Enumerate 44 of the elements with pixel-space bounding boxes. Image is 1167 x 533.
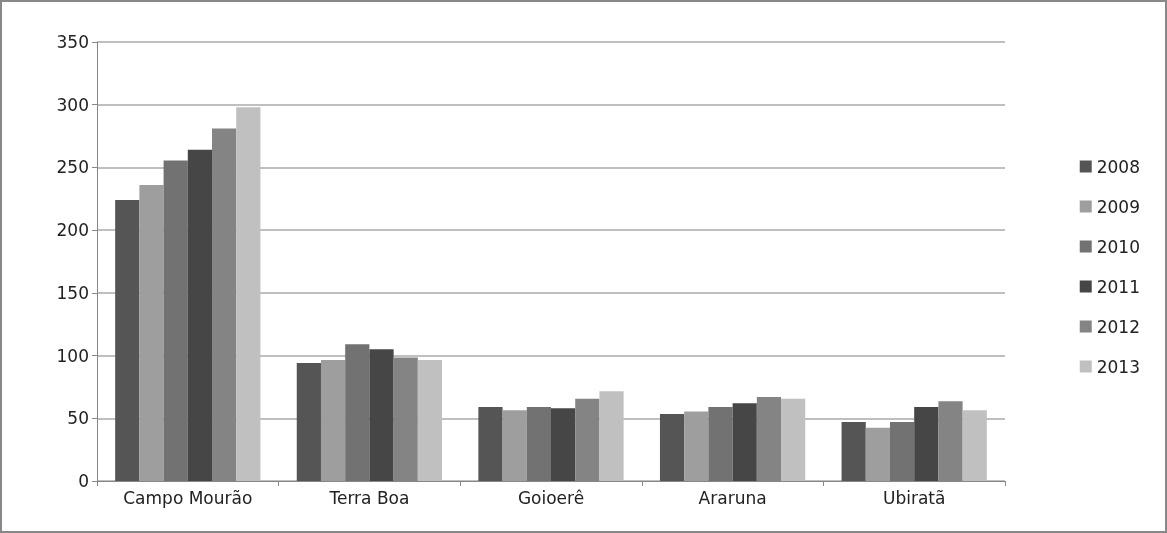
bar <box>889 422 915 481</box>
bar <box>369 349 394 481</box>
bar <box>115 200 140 481</box>
bar <box>296 363 321 481</box>
y-tick-label: 350 <box>56 32 89 52</box>
bar <box>502 410 527 481</box>
legend-label: 2013 <box>1096 356 1140 377</box>
bar <box>599 391 624 481</box>
y-tick-label: 300 <box>56 94 89 115</box>
bar <box>914 407 939 481</box>
legend-label: 2011 <box>1096 276 1140 297</box>
bar <box>478 407 503 481</box>
bar <box>659 413 685 481</box>
x-tick-label: Ubiratã <box>882 487 946 508</box>
legend-label: 2012 <box>1096 316 1140 337</box>
y-tick-label: 0 <box>78 471 89 491</box>
bar <box>865 427 890 481</box>
x-tick-label: Goioerê <box>517 487 585 508</box>
y-tick-label: 200 <box>56 220 89 241</box>
bar <box>526 407 551 481</box>
bar <box>962 410 987 481</box>
y-tick-label: 100 <box>56 345 89 366</box>
bar <box>708 407 733 481</box>
bar <box>684 411 709 481</box>
bar <box>732 403 757 481</box>
y-tick-label: 150 <box>56 282 89 303</box>
x-tick-label: Campo Mourão <box>123 487 253 508</box>
bar <box>841 422 866 481</box>
legend-label: 2010 <box>1096 236 1140 257</box>
bar <box>345 344 370 481</box>
y-tick-label: 250 <box>56 157 89 178</box>
y-tick-label: 50 <box>67 408 89 429</box>
x-tick-label: Araruna <box>698 487 767 508</box>
legend-label: 2008 <box>1096 156 1140 177</box>
bar <box>187 149 213 481</box>
x-tick-label: Terra Boa <box>328 487 410 508</box>
bar <box>236 107 261 481</box>
legend-label: 2009 <box>1096 196 1140 217</box>
bar <box>417 359 443 481</box>
bar <box>320 359 346 481</box>
bar <box>163 160 188 481</box>
bar <box>551 408 576 481</box>
bar <box>781 398 806 481</box>
bar <box>139 184 164 481</box>
